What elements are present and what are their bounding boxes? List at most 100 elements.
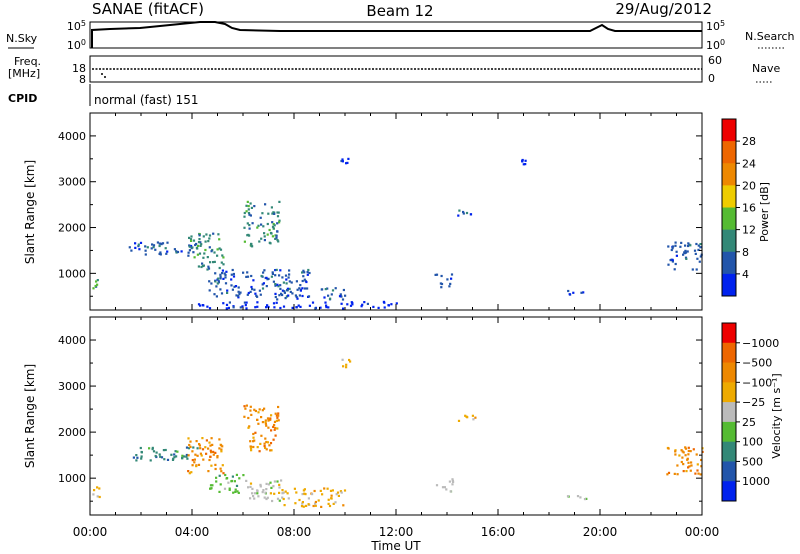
range-cell	[293, 487, 296, 490]
y-tick-label: 1000	[58, 267, 86, 280]
range-cell	[330, 494, 333, 497]
range-cell	[206, 256, 209, 259]
range-cell	[687, 244, 690, 248]
range-cell	[263, 269, 266, 272]
range-cell	[281, 289, 284, 292]
range-cell	[199, 241, 202, 244]
range-cell	[92, 493, 95, 496]
nsky-panel: N.Sky 105 100 105 100 N.Search	[6, 19, 795, 52]
range-cell	[232, 275, 236, 278]
range-cell	[351, 303, 354, 306]
range-cell	[451, 478, 454, 481]
range-cell	[699, 255, 702, 258]
range-cell	[243, 211, 246, 215]
range-cell	[209, 449, 212, 452]
range-cell	[165, 252, 168, 255]
range-cell	[282, 497, 285, 501]
range-cell	[286, 492, 289, 495]
range-cell	[260, 223, 263, 226]
range-cell	[213, 293, 216, 296]
range-cell	[346, 303, 349, 306]
range-cell	[251, 487, 254, 490]
range-cell	[256, 489, 259, 492]
range-cell	[155, 451, 158, 454]
range-cell	[272, 227, 275, 230]
range-cell	[176, 250, 180, 254]
range-cell	[270, 414, 273, 417]
range-cell	[221, 254, 224, 257]
range-cell	[306, 273, 309, 276]
range-cell	[193, 256, 196, 259]
range-cell	[347, 157, 350, 160]
range-cell	[329, 489, 333, 492]
range-cell	[331, 289, 335, 292]
range-cell	[275, 414, 278, 417]
range-cell	[366, 302, 369, 305]
colorbar-swatch	[722, 251, 736, 275]
range-cell	[249, 290, 252, 293]
range-cell	[301, 502, 304, 505]
range-cell	[451, 483, 454, 486]
range-cell	[462, 212, 465, 215]
range-cell	[250, 285, 253, 289]
range-cell	[667, 245, 670, 248]
range-cell	[206, 268, 209, 271]
range-cell	[225, 270, 228, 273]
range-cell	[187, 437, 190, 440]
cpid-panel: CPID normal (fast) 151	[8, 84, 198, 107]
range-cell	[319, 306, 322, 309]
range-cell	[330, 293, 333, 296]
range-cell	[279, 306, 282, 310]
range-cell	[192, 239, 196, 242]
range-cell	[307, 497, 310, 500]
range-cell	[695, 242, 698, 246]
range-cell	[228, 301, 231, 304]
range-cell	[203, 252, 206, 255]
range-cell	[170, 453, 173, 456]
range-cell	[340, 302, 343, 305]
range-cell	[265, 488, 268, 491]
colorbar-swatch	[722, 229, 736, 253]
range-cell	[191, 459, 194, 462]
range-cell	[274, 237, 277, 240]
range-cell	[372, 305, 375, 308]
range-cell	[250, 449, 253, 452]
range-cell	[204, 248, 207, 252]
range-cell	[267, 483, 270, 486]
range-cell	[338, 295, 342, 298]
range-cell	[314, 502, 317, 505]
range-cell	[469, 213, 473, 216]
range-cell	[272, 223, 275, 226]
range-cell	[249, 497, 252, 500]
range-cell	[260, 237, 263, 240]
range-cell	[264, 419, 267, 422]
colorbar-swatch	[722, 323, 736, 344]
range-cell	[191, 450, 194, 453]
range-cell	[212, 261, 215, 264]
range-cell	[294, 294, 297, 297]
nsearch-tick-low: 100	[706, 38, 725, 52]
range-cell	[247, 291, 250, 295]
range-cell	[226, 477, 229, 480]
range-cell	[245, 404, 248, 407]
range-cell	[208, 234, 212, 237]
colorbar-swatch	[722, 273, 736, 297]
range-cell	[198, 238, 201, 241]
range-cell	[245, 301, 248, 304]
range-cell	[218, 247, 221, 250]
range-cell	[224, 473, 227, 477]
range-cell	[291, 292, 294, 295]
range-cell	[279, 287, 282, 290]
range-cell	[197, 463, 201, 466]
range-cell	[176, 450, 179, 453]
range-cell	[193, 461, 196, 464]
range-cell	[218, 474, 221, 477]
range-cell	[680, 460, 683, 464]
range-cell	[208, 237, 211, 240]
range-cell	[231, 288, 234, 291]
range-cell	[252, 440, 255, 443]
range-cell	[567, 289, 570, 293]
range-cell	[268, 228, 271, 232]
range-cell	[344, 294, 347, 297]
y-tick-label: 1000	[58, 472, 86, 485]
